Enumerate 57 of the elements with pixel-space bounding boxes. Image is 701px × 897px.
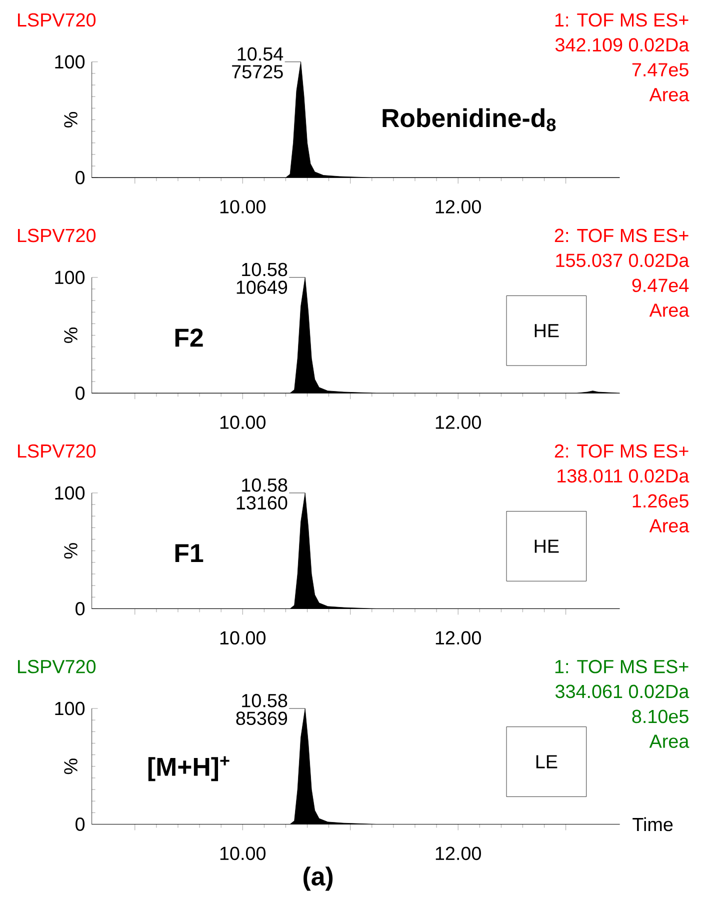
annotation: 85369 bbox=[236, 712, 288, 726]
annotation: 10649 bbox=[237, 280, 288, 294]
text: (a) bbox=[304, 866, 333, 891]
x-tick-label: 12.00 bbox=[436, 631, 482, 645]
x-tick-label: 10.00 bbox=[220, 416, 266, 429]
y-tick-label: 100 bbox=[55, 55, 85, 69]
annotation: LE bbox=[536, 755, 558, 768]
text: 10.58 bbox=[242, 694, 288, 708]
text: 9.47e4 bbox=[632, 278, 689, 292]
text: 2: TOF MS ES+ bbox=[555, 444, 689, 458]
y-tick-label: 100 bbox=[55, 702, 85, 716]
y-tick-label: 0 bbox=[76, 170, 85, 184]
text: Area bbox=[650, 519, 690, 532]
y-tick-label: 100 bbox=[55, 270, 85, 284]
y-tick-label: 0 bbox=[76, 818, 85, 831]
text: 138.011 0.02Da bbox=[558, 469, 690, 483]
y-tick-label: 0 bbox=[76, 386, 85, 400]
annotation: 13160 bbox=[237, 496, 288, 510]
x-tick-label: 10.00 bbox=[220, 631, 266, 645]
chart-title: LSPV720 bbox=[18, 228, 96, 242]
x-tick-label: 12.00 bbox=[436, 200, 482, 214]
text: 2: TOF MS ES+ bbox=[555, 228, 689, 242]
text: Area bbox=[650, 88, 690, 102]
text: 10.54 bbox=[238, 47, 284, 61]
annotation: HE bbox=[535, 540, 559, 553]
y-axis-title: % bbox=[64, 543, 78, 559]
x-tick-label: 12.00 bbox=[436, 416, 482, 429]
text: 342.109 0.02Da bbox=[556, 38, 690, 52]
text: 1.26e5 bbox=[633, 494, 689, 508]
x-axis-title: Time bbox=[632, 817, 673, 832]
text: 7.47e5 bbox=[632, 63, 689, 76]
chart-title: LSPV720 bbox=[18, 444, 96, 458]
annotation: HE bbox=[535, 324, 559, 338]
chart-title: LSPV720 bbox=[18, 13, 96, 27]
text: 10.58 bbox=[242, 478, 288, 492]
text: 334.061 0.02Da bbox=[556, 684, 690, 698]
annotation: [M+H]$^{+}$ bbox=[148, 756, 230, 782]
y-tick-label: 100 bbox=[55, 486, 85, 500]
text: 1: TOF MS ES+ bbox=[556, 13, 689, 27]
annotation: 75725 bbox=[232, 65, 284, 78]
text: 155.037 0.02Da bbox=[556, 254, 690, 268]
y-axis-title: % bbox=[64, 112, 78, 128]
x-tick-label: 10.00 bbox=[220, 200, 266, 214]
x-tick-label: 12.00 bbox=[436, 846, 482, 860]
y-axis-title: % bbox=[64, 758, 78, 774]
y-axis-title: % bbox=[64, 328, 78, 344]
y-tick-label: 0 bbox=[76, 602, 85, 616]
text: 10.58 bbox=[242, 262, 288, 276]
x-tick-label: 10.00 bbox=[220, 846, 266, 860]
chart-title: LSPV720 bbox=[18, 660, 96, 674]
annotation: F1 bbox=[176, 544, 204, 562]
annotation: Robenidine-d$_{8}$ bbox=[383, 108, 556, 132]
text: 8.10e5 bbox=[632, 710, 689, 724]
text: Area bbox=[650, 304, 690, 317]
annotation: F2 bbox=[176, 328, 204, 347]
text: 1: TOF MS ES+ bbox=[556, 660, 689, 674]
text: Area bbox=[650, 734, 690, 748]
